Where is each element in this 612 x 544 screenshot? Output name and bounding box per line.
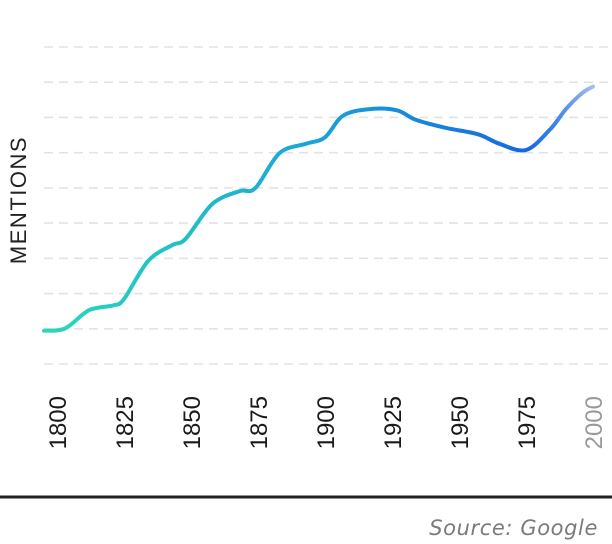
x-tick-1950: 1950 [447,396,474,449]
x-tick-1825: 1825 [112,396,139,449]
x-tick-1875: 1875 [246,396,273,449]
series-group [42,84,595,333]
x-tick-labels: 1800 1825 1850 1875 1900 1925 1950 1975 2000 [45,396,608,449]
source-credit: Source: Google [429,516,598,540]
x-tick-1850: 1850 [179,396,206,449]
x-tick-2000: 2000 [581,396,608,449]
x-tick-1800: 1800 [45,396,72,449]
series-line-0 [42,84,595,333]
grid-lines [44,46,612,365]
x-tick-1925: 1925 [380,396,407,449]
x-tick-1975: 1975 [514,396,541,449]
x-tick-1900: 1900 [313,396,340,449]
y-axis-label: MENTIONS [6,136,31,264]
